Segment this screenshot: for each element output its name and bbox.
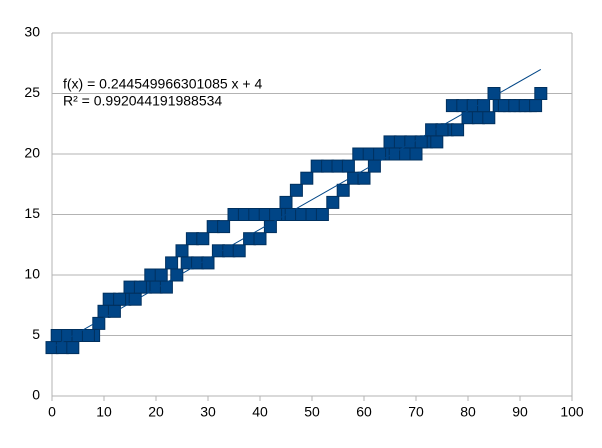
point bbox=[201, 256, 215, 270]
x-tick-label: 70 bbox=[408, 404, 424, 420]
point bbox=[263, 220, 277, 234]
point bbox=[357, 171, 371, 185]
point bbox=[217, 220, 231, 234]
x-tick-label: 10 bbox=[96, 404, 112, 420]
point bbox=[196, 232, 210, 246]
y-tick-label: 30 bbox=[24, 24, 40, 40]
x-tick-label: 80 bbox=[460, 404, 476, 420]
point bbox=[300, 171, 314, 185]
x-tick-label: 0 bbox=[48, 404, 56, 420]
x-tick-label: 90 bbox=[512, 404, 528, 420]
x-tick-label: 100 bbox=[560, 404, 584, 420]
point bbox=[529, 99, 543, 113]
y-tick-label: 5 bbox=[32, 326, 40, 342]
point bbox=[279, 195, 293, 209]
point bbox=[165, 256, 179, 270]
point bbox=[477, 99, 491, 113]
x-tick-label: 30 bbox=[200, 404, 216, 420]
x-tick-label: 50 bbox=[304, 404, 320, 420]
point bbox=[430, 135, 444, 149]
point bbox=[336, 183, 350, 197]
y-tick-label: 25 bbox=[24, 84, 40, 100]
point bbox=[253, 232, 267, 246]
point bbox=[133, 280, 147, 294]
point bbox=[326, 195, 340, 209]
point bbox=[534, 87, 548, 100]
y-tick-label: 10 bbox=[24, 266, 40, 282]
point bbox=[92, 316, 106, 330]
point bbox=[341, 159, 355, 173]
x-tick-label: 20 bbox=[148, 404, 164, 420]
y-tick-label: 20 bbox=[24, 145, 40, 161]
point bbox=[289, 183, 303, 197]
trendline-r2: R² = 0.992044191988534 bbox=[63, 93, 222, 109]
point bbox=[435, 123, 449, 137]
point bbox=[487, 87, 501, 100]
point bbox=[315, 208, 329, 221]
point bbox=[451, 123, 465, 137]
x-tick-label: 40 bbox=[252, 404, 268, 420]
point bbox=[409, 147, 423, 161]
point bbox=[81, 329, 95, 342]
point bbox=[113, 292, 127, 306]
y-tick-label: 15 bbox=[24, 205, 40, 221]
point bbox=[269, 208, 283, 221]
point bbox=[154, 268, 168, 282]
x-tick-label: 60 bbox=[356, 404, 372, 420]
point bbox=[482, 111, 496, 125]
trendline-equation: f(x) = 0.244549966301085 x + 4 bbox=[63, 76, 262, 92]
point bbox=[107, 304, 121, 318]
point bbox=[232, 244, 246, 258]
point bbox=[373, 147, 387, 161]
point bbox=[175, 244, 189, 258]
point bbox=[128, 292, 142, 306]
trendline bbox=[51, 69, 542, 349]
y-tick-label: 0 bbox=[32, 387, 40, 403]
point bbox=[66, 341, 80, 355]
